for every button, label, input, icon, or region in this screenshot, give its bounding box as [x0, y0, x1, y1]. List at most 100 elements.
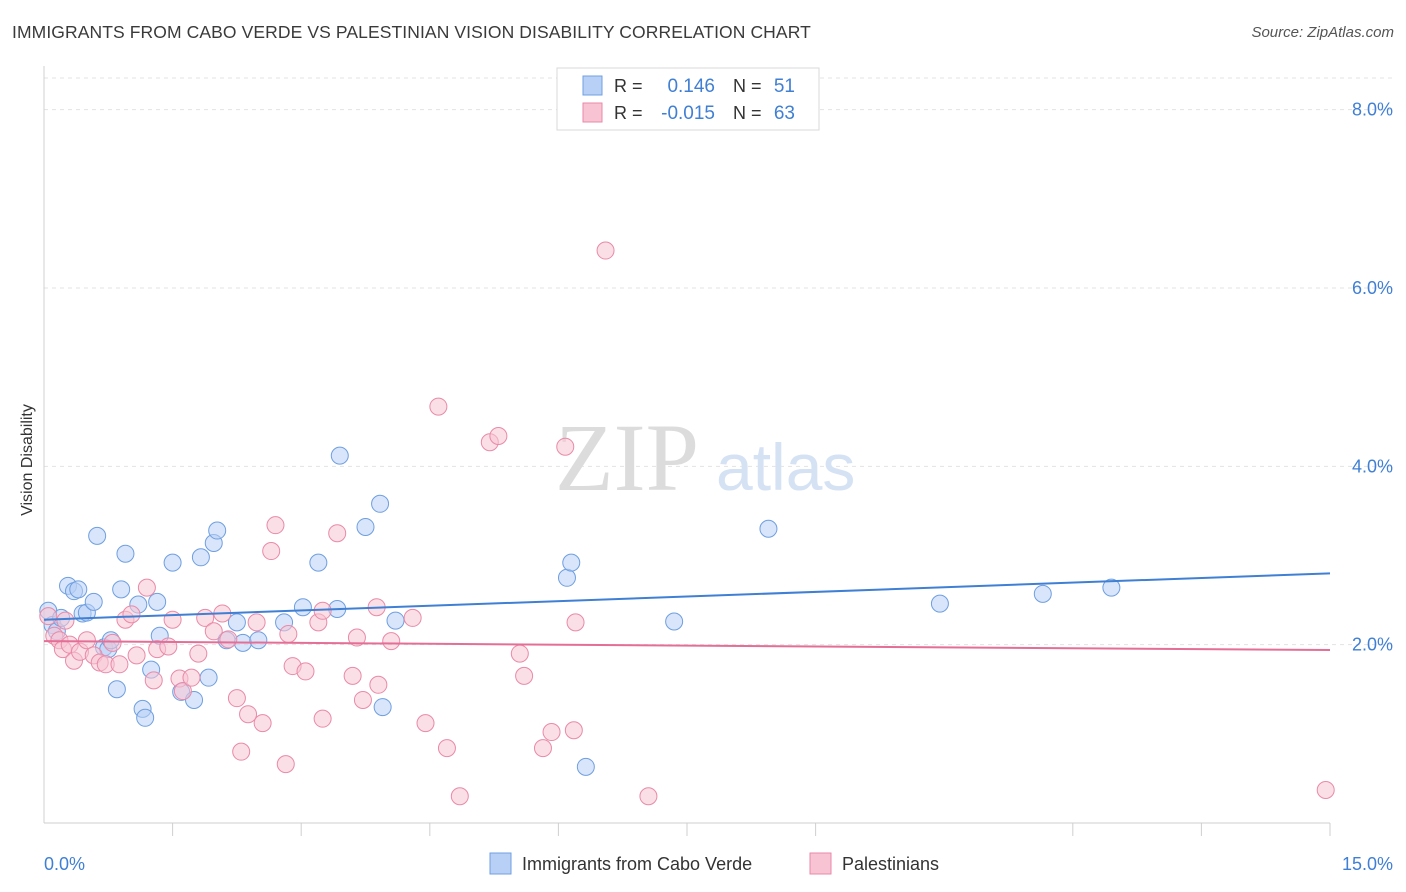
- legend-n-value-2: 63: [774, 103, 795, 124]
- point-cabo-verde-27: [191, 548, 210, 567]
- legend-r-value-1: 0.146: [667, 76, 715, 97]
- point-palestinians-37: [266, 516, 285, 535]
- point-cabo-verde-48: [759, 519, 778, 538]
- chart-title: IMMIGRANTS FROM CABO VERDE VS PALESTINIA…: [12, 22, 811, 42]
- point-palestinians-19: [144, 671, 163, 690]
- point-cabo-verde-36: [293, 598, 312, 617]
- point-cabo-verde-16: [112, 580, 131, 599]
- point-cabo-verde-28: [199, 668, 218, 687]
- point-palestinians-50: [369, 675, 388, 694]
- point-palestinians-24: [173, 682, 192, 701]
- point-palestinians-67: [639, 787, 658, 806]
- point-palestinians-64: [564, 721, 583, 740]
- point-palestinians-56: [450, 787, 469, 806]
- trend-lines: [43, 572, 1331, 652]
- point-cabo-verde-43: [386, 611, 405, 630]
- point-palestinians-34: [247, 613, 266, 632]
- point-palestinians-38: [276, 755, 295, 774]
- point-cabo-verde-30: [208, 521, 227, 540]
- point-palestinians-51: [382, 632, 401, 651]
- point-palestinians-30: [219, 630, 238, 649]
- point-palestinians-45: [328, 524, 347, 543]
- point-cabo-verde-40: [356, 517, 375, 536]
- point-cabo-verde-50: [1033, 584, 1052, 603]
- point-cabo-verde-32: [227, 613, 246, 632]
- point-cabo-verde-51: [1102, 578, 1121, 597]
- point-palestinians-18: [137, 578, 156, 597]
- point-cabo-verde-41: [371, 494, 390, 513]
- point-palestinians-25: [182, 668, 201, 687]
- legend-r-label-1: R =: [614, 76, 643, 96]
- watermark: ZIP atlas: [555, 404, 855, 511]
- point-cabo-verde-11: [88, 526, 107, 545]
- point-palestinians-65: [566, 613, 585, 632]
- series-legend-swatch-palestinians: [809, 852, 832, 875]
- point-palestinians-39: [279, 624, 298, 643]
- data-points: [39, 241, 1335, 806]
- trend-line-palestinians: [43, 640, 1331, 652]
- point-palestinians-26: [189, 644, 208, 663]
- point-palestinians-41: [296, 662, 315, 681]
- point-cabo-verde-39: [330, 446, 349, 465]
- x-tick-label-2: 15.0%: [1342, 854, 1393, 874]
- y-tick-label-1: 2.0%: [1352, 635, 1393, 655]
- point-cabo-verde-47: [665, 612, 684, 631]
- legend-r-label-2: R =: [614, 103, 643, 123]
- point-palestinians-48: [353, 690, 372, 709]
- legend-swatch-palestinians: [582, 102, 603, 123]
- point-cabo-verde-37: [309, 553, 328, 572]
- point-palestinians-32: [232, 742, 251, 761]
- point-cabo-verde-24: [163, 553, 182, 572]
- watermark-atlas: atlas: [716, 430, 855, 504]
- x-tick-label-1: 0.0%: [44, 854, 85, 874]
- axes: 2.0% 4.0% 6.0% 8.0% 0.0% 15.0%: [43, 66, 1393, 874]
- point-cabo-verde-7: [69, 580, 88, 599]
- point-cabo-verde-17: [116, 544, 135, 563]
- point-palestinians-59: [510, 644, 529, 663]
- point-cabo-verde-20: [136, 708, 155, 727]
- y-tick-label-3: 6.0%: [1352, 278, 1393, 298]
- series-legend-label-palestinians: Palestinians: [842, 854, 939, 874]
- point-palestinians-22: [163, 610, 182, 629]
- point-palestinians-16: [122, 605, 141, 624]
- point-palestinians-14: [110, 655, 129, 674]
- point-palestinians-46: [343, 666, 362, 685]
- point-palestinians-47: [347, 628, 366, 647]
- point-cabo-verde-44: [557, 568, 576, 587]
- point-palestinians-53: [416, 714, 435, 733]
- point-palestinians-68: [1316, 781, 1335, 800]
- y-tick-label-4: 8.0%: [1352, 100, 1393, 120]
- point-palestinians-21: [159, 637, 178, 656]
- point-palestinians-36: [262, 542, 281, 561]
- series-legend-label-cabo-verde: Immigrants from Cabo Verde: [522, 854, 752, 874]
- point-cabo-verde-42: [373, 698, 392, 717]
- grid-lines: [44, 77, 1393, 646]
- point-palestinians-9: [77, 631, 96, 650]
- point-palestinians-13: [103, 633, 122, 652]
- watermark-zip: ZIP: [555, 404, 699, 511]
- legend-r-value-2: -0.015: [661, 103, 715, 124]
- point-palestinians-33: [239, 705, 258, 724]
- point-palestinians-43: [313, 709, 332, 728]
- series-legend-swatch-cabo-verde: [489, 852, 512, 875]
- legend-n-label-1: N =: [733, 76, 762, 96]
- point-palestinians-31: [227, 689, 246, 708]
- point-palestinians-54: [429, 397, 448, 416]
- point-palestinians-63: [556, 437, 575, 456]
- stats-legend: R = 0.146 N = 51 R = -0.015 N = 63: [556, 67, 820, 131]
- point-palestinians-1: [39, 607, 58, 626]
- point-cabo-verde-34: [249, 631, 268, 650]
- y-tick-label-2: 4.0%: [1352, 456, 1393, 476]
- point-cabo-verde-22: [148, 592, 167, 611]
- legend-n-value-1: 51: [774, 76, 795, 97]
- point-palestinians-62: [542, 723, 561, 742]
- point-palestinians-17: [127, 646, 146, 665]
- point-palestinians-35: [253, 714, 272, 733]
- point-palestinians-28: [204, 622, 223, 641]
- point-cabo-verde-15: [107, 680, 126, 699]
- point-palestinians-61: [533, 739, 552, 758]
- point-cabo-verde-10: [84, 592, 103, 611]
- point-palestinians-60: [515, 666, 534, 685]
- source-credit: Source: ZipAtlas.com: [1251, 24, 1394, 41]
